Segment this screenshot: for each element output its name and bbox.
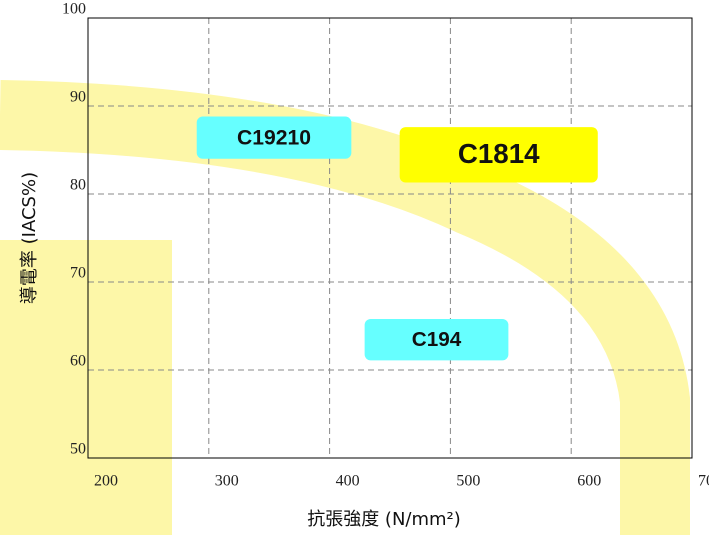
y-tick-label: 50 [70,441,86,458]
y-tick-label: 60 [70,353,86,370]
y-tick-label: 90 [70,89,86,106]
y-tick-label: 70 [70,265,86,282]
y-axis-label: 導電率 (IACS%) [19,172,40,304]
y-tick-label: 80 [70,177,86,194]
x-axis-label: 抗張強度 (N/mm²) [307,509,461,530]
region-label: C19210 [237,126,311,149]
x-tick-label: 300 [215,473,239,490]
x-tick-label: 500 [456,473,480,490]
x-tick-label: 600 [577,473,601,490]
y-tick-label: 100 [62,1,86,18]
x-tick-label: 400 [336,473,360,490]
x-tick-label: 200 [94,473,118,490]
chart: 200 300 400 500 600 700 50 60 70 80 90 100 C19210 C18… [0,0,709,535]
region-label: C1814 [458,138,540,169]
x-tick-label: 700 [698,473,709,490]
region-label: C194 [412,328,462,351]
